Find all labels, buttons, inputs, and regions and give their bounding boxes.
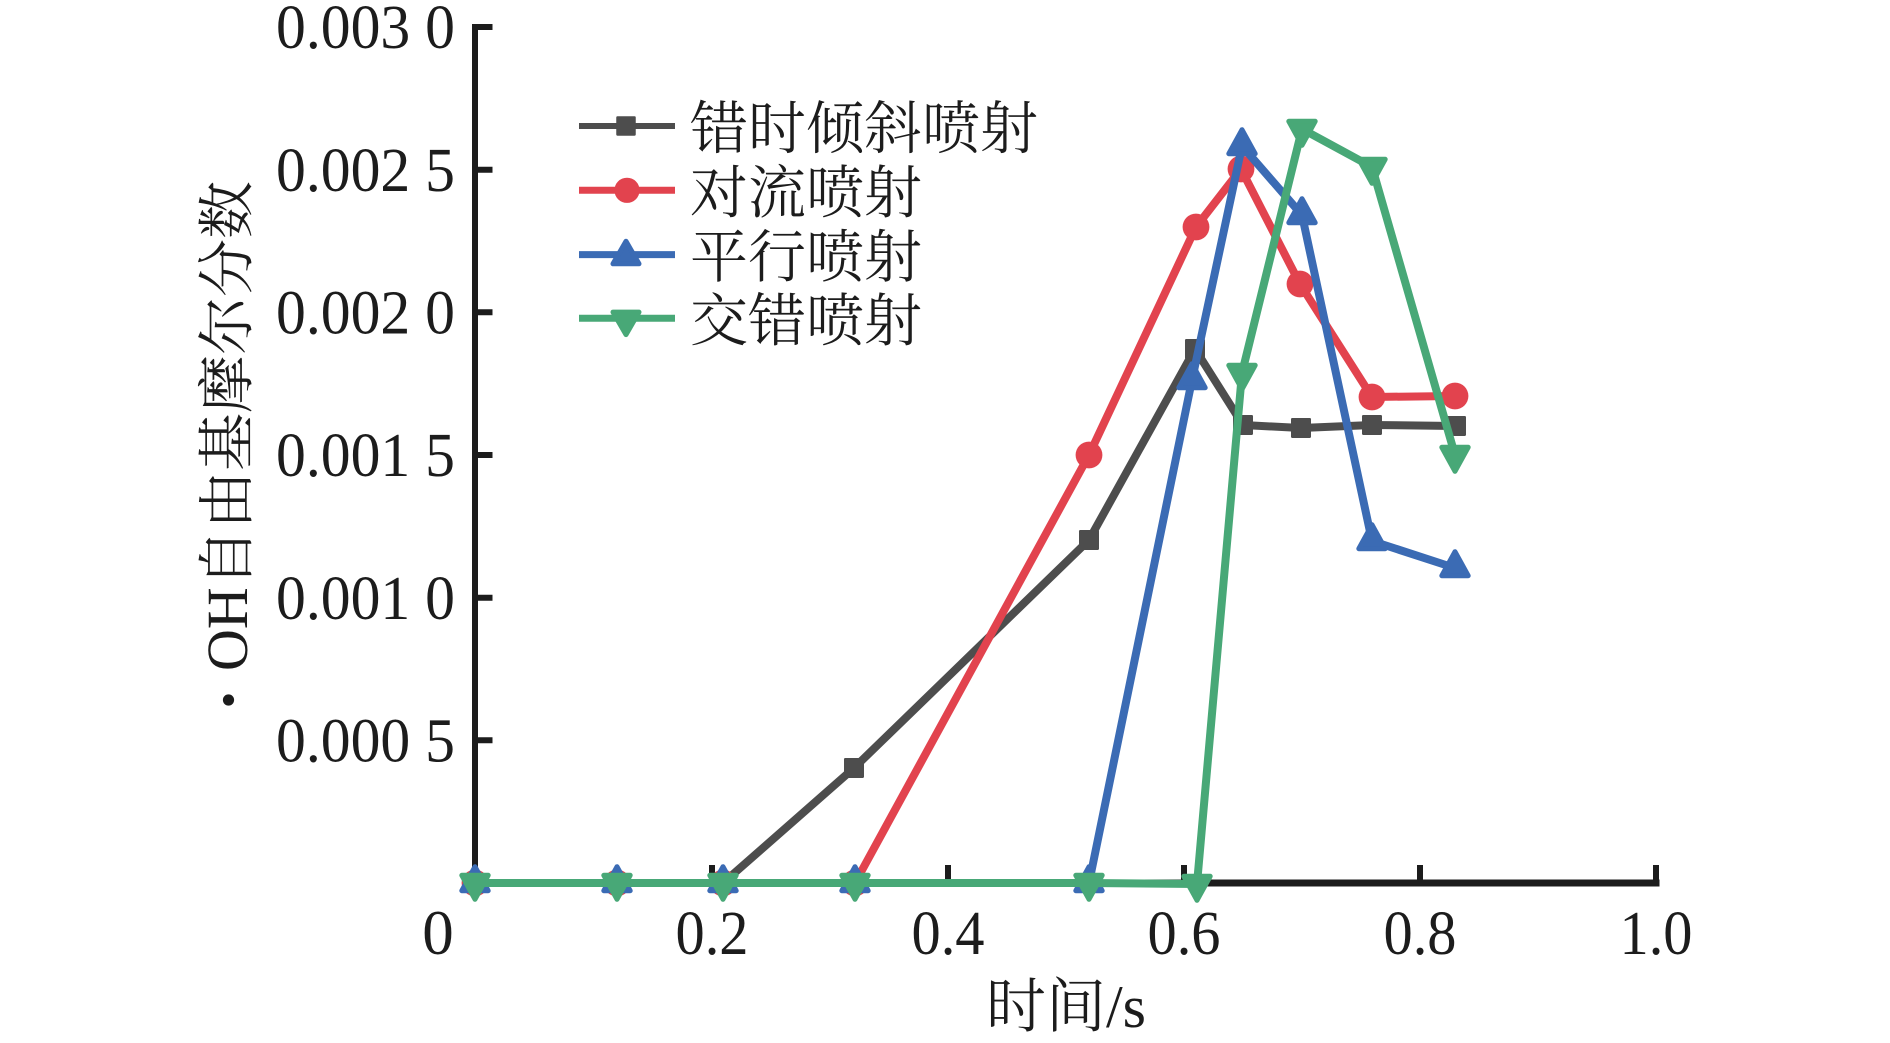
svg-text:OH: OH: [195, 587, 260, 671]
svg-text:0.6: 0.6: [1148, 898, 1221, 968]
svg-text:/s: /s: [1106, 974, 1146, 1040]
svg-text:0.001 5: 0.001 5: [276, 420, 455, 490]
svg-text:0.000 5: 0.000 5: [276, 706, 455, 776]
svg-text:1.0: 1.0: [1620, 898, 1693, 968]
svg-text:0.8: 0.8: [1384, 898, 1457, 968]
svg-text:0.002 0: 0.002 0: [276, 278, 455, 348]
svg-text:0: 0: [422, 898, 454, 968]
svg-text:0.003 0: 0.003 0: [276, 0, 455, 62]
svg-text:0.001 0: 0.001 0: [276, 563, 455, 633]
svg-text:0.2: 0.2: [676, 898, 749, 968]
svg-text:0.4: 0.4: [912, 898, 985, 968]
svg-text:0.002 5: 0.002 5: [276, 135, 455, 205]
